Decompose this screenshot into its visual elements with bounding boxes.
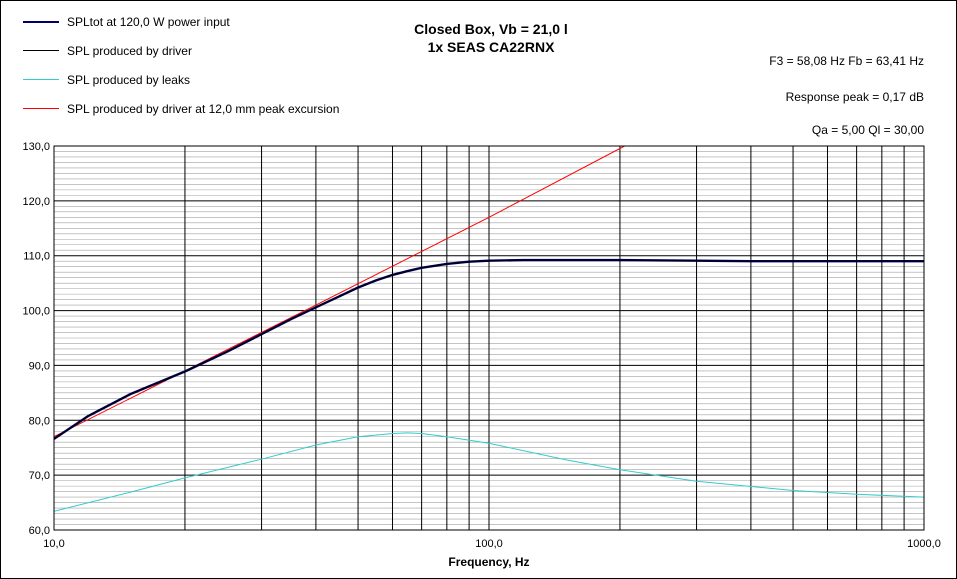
series-line-3 bbox=[54, 146, 625, 438]
legend-label-leaks: SPL produced by leaks bbox=[67, 73, 190, 87]
grid-lines bbox=[53, 145, 925, 531]
annotation-qa-ql: Qa = 5,00 Ql = 30,00 bbox=[811, 123, 924, 137]
plot-border bbox=[53, 145, 925, 531]
y-tick-label: 120,0 bbox=[22, 196, 50, 208]
y-tick-label: 70,0 bbox=[29, 470, 50, 482]
series-group bbox=[54, 146, 924, 512]
legend-swatch-excursion bbox=[23, 108, 59, 109]
chart-title: Closed Box, Vb = 21,0 l bbox=[414, 21, 568, 37]
series-line-2 bbox=[54, 432, 924, 512]
y-tick-label: 80,0 bbox=[29, 415, 50, 427]
legend-swatch-driver bbox=[23, 50, 59, 51]
y-tick-label: 60,0 bbox=[29, 525, 50, 537]
legend-item-driver: SPL produced by driver bbox=[23, 44, 443, 58]
legend-item-excursion: SPL produced by driver at 12,0 mm peak e… bbox=[23, 102, 443, 116]
legend-swatch-leaks bbox=[23, 79, 59, 80]
series-line-1 bbox=[54, 259, 924, 440]
legend-label-excursion: SPL produced by driver at 12,0 mm peak e… bbox=[67, 102, 340, 116]
x-tick-label: 1000,0 bbox=[907, 538, 941, 550]
legend-item-spltot: SPLtot at 120,0 W power input bbox=[23, 15, 443, 29]
y-tick-label: 90,0 bbox=[29, 360, 50, 372]
y-tick-label: 100,0 bbox=[22, 306, 50, 318]
x-tick-label: 100,0 bbox=[475, 538, 503, 550]
legend-item-leaks: SPL produced by leaks bbox=[23, 73, 443, 87]
chart-subtitle: 1x SEAS CA22RNX bbox=[427, 39, 555, 55]
y-tick-label: 130,0 bbox=[22, 141, 50, 153]
annotation-response-peak: Response peak = 0,17 dB bbox=[785, 90, 924, 104]
annotation-f3-fb: F3 = 58,08 Hz Fb = 63,41 Hz bbox=[769, 54, 924, 68]
legend-label-spltot: SPLtot at 120,0 W power input bbox=[67, 15, 230, 29]
legend-swatch-spltot bbox=[23, 21, 59, 23]
legend-label-driver: SPL produced by driver bbox=[67, 44, 192, 58]
x-tick-label: 10,0 bbox=[43, 538, 64, 550]
y-tick-label: 110,0 bbox=[23, 251, 50, 263]
x-axis-label: Frequency, Hz bbox=[448, 555, 529, 569]
